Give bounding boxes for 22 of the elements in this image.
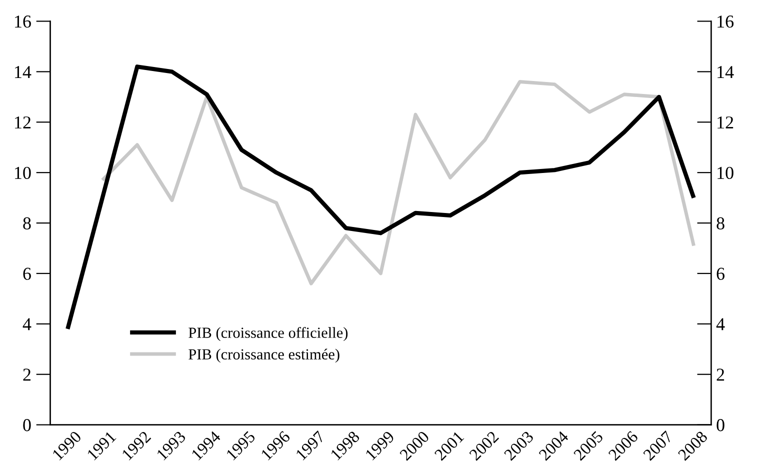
y2-tick-label: 6 <box>716 268 725 280</box>
line-series <box>100 80 696 286</box>
y-tick-label: 0 <box>23 419 31 432</box>
y2-tick-label: 14 <box>718 66 734 78</box>
x-tick-label: 1991 <box>86 430 116 460</box>
y2-tick-label: 10 <box>718 166 734 180</box>
y2-tick-label: 4 <box>716 318 725 330</box>
y-tick-label: 8 <box>23 217 31 230</box>
y-tick-label: 4 <box>22 318 32 330</box>
y2-tick-label: 16 <box>718 16 734 28</box>
y2-tick-label: 8 <box>716 217 724 230</box>
y2-tick-label: 0 <box>716 419 724 432</box>
legend-label: PIB (croissance officielle) <box>188 327 348 342</box>
y-tick-label: 12 <box>15 116 30 128</box>
y2-tick-label: 12 <box>718 116 734 128</box>
y-tick-label: 6 <box>23 268 31 280</box>
legend-label: PIB (croissance estimée) <box>188 348 340 363</box>
y-tick-label: 16 <box>15 16 31 28</box>
y-tick-label: 10 <box>15 166 31 180</box>
y2-tick-label: 2 <box>716 368 724 381</box>
y-tick-label: 2 <box>23 368 30 381</box>
y-tick-label: 14 <box>15 66 32 78</box>
